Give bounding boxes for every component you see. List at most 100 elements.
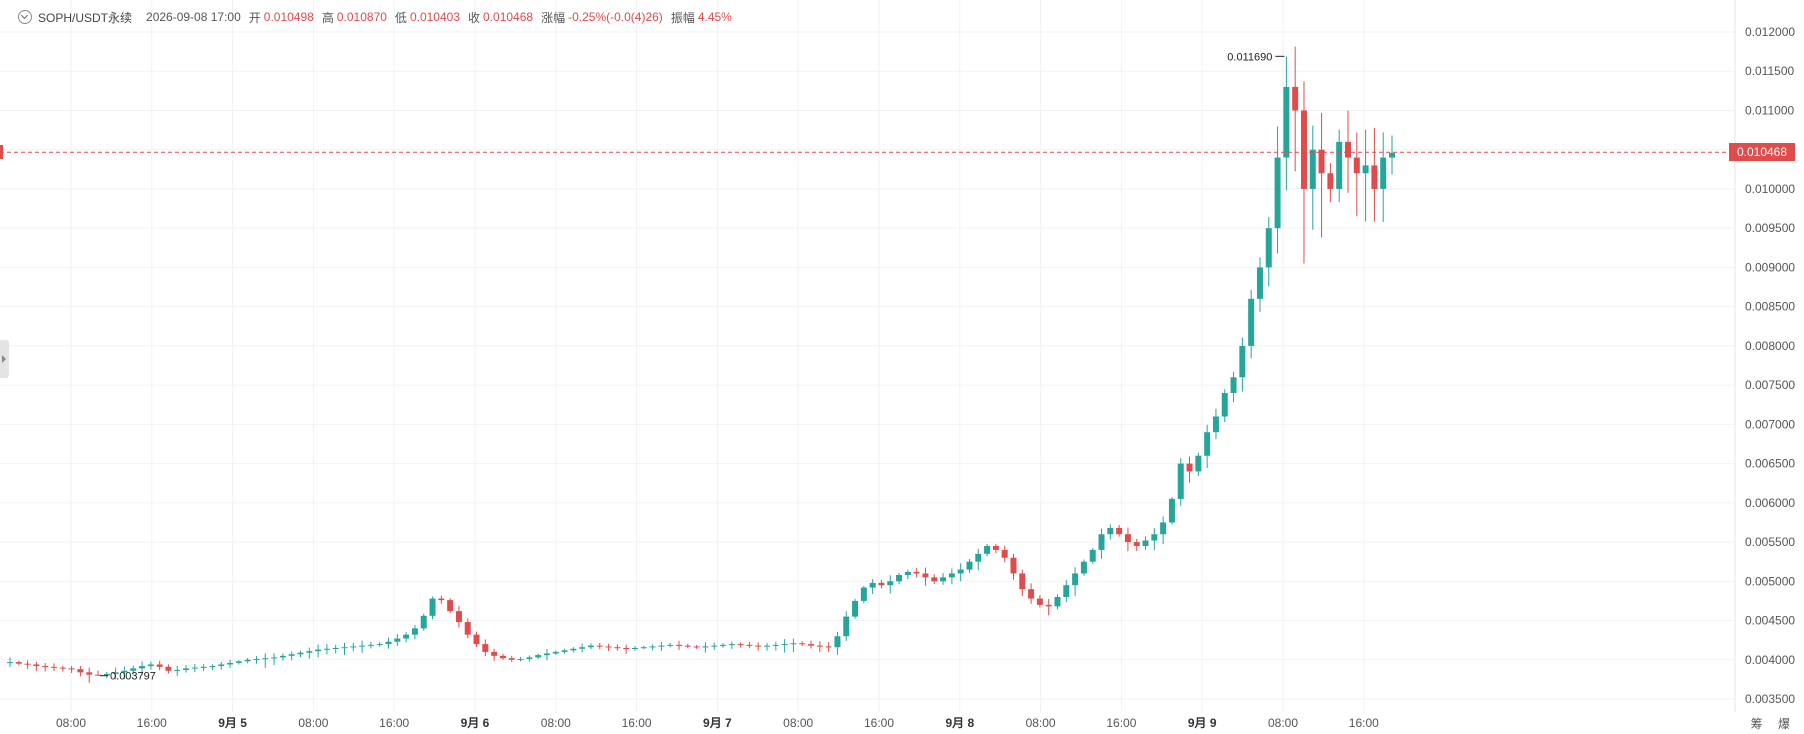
- x-tick-label: 08:00: [298, 716, 328, 730]
- candle: [1212, 408, 1219, 440]
- candle: [191, 663, 198, 672]
- candle: [1300, 81, 1307, 264]
- candle: [737, 642, 744, 648]
- candle: [411, 624, 418, 640]
- x-tick-label: 08:00: [56, 716, 86, 730]
- candle: [913, 567, 920, 578]
- candle: [491, 648, 498, 661]
- y-tick-label: 0.008500: [1745, 300, 1795, 314]
- annotations: 0.011690 0.003797: [100, 51, 1285, 683]
- candle: [121, 666, 128, 679]
- candle: [1195, 452, 1202, 477]
- candle: [570, 647, 577, 653]
- candle: [596, 642, 603, 650]
- candle: [112, 667, 119, 680]
- candle: [174, 665, 181, 676]
- candle: [447, 598, 454, 614]
- candle: [1327, 163, 1334, 203]
- y-tick-label: 0.004000: [1745, 653, 1795, 667]
- candle: [103, 672, 110, 679]
- candle: [1177, 458, 1184, 506]
- candle: [1116, 525, 1123, 537]
- candle: [1274, 126, 1281, 254]
- candle: [235, 660, 242, 665]
- candle: [209, 664, 216, 670]
- candle: [922, 567, 929, 586]
- candle: [675, 640, 682, 651]
- change-value: -0.25%(-0.0(4)26): [568, 10, 663, 24]
- amplitude-label: 振幅: [670, 10, 695, 25]
- candle: [1336, 129, 1343, 203]
- expand-sidebar-handle[interactable]: [0, 340, 9, 378]
- y-tick-label: 0.011500: [1745, 64, 1794, 78]
- x-tick-label: 08:00: [541, 716, 571, 730]
- y-tick-label: 0.009500: [1745, 221, 1795, 235]
- candle: [183, 665, 190, 673]
- candle: [1010, 553, 1017, 580]
- candle: [482, 639, 489, 657]
- candle: [1045, 598, 1052, 616]
- low-value: 0.010403: [409, 10, 460, 24]
- high-value: 0.010870: [336, 10, 387, 24]
- candle: [667, 642, 674, 648]
- candle: [341, 642, 348, 655]
- amplitude-value: 4.45%: [697, 10, 732, 24]
- y-axis[interactable]: 0.0120000.0115000.0110000.0105000.010000…: [1745, 25, 1795, 706]
- candle: [156, 660, 163, 671]
- candle: [68, 665, 75, 674]
- candle: [1230, 371, 1237, 403]
- candle: [1168, 496, 1175, 525]
- x-axis[interactable]: 08:00 16:00 9月 5 08:00 16:00 9月 6 08:00 16:00 9月…: [56, 716, 1379, 730]
- y-tick-label: 0.011000: [1745, 103, 1794, 117]
- current-price-marker: [0, 145, 3, 160]
- collapse-icon[interactable]: [18, 10, 32, 24]
- symbol-name[interactable]: SOPH/USDT永续: [38, 10, 133, 25]
- candle: [1133, 538, 1140, 552]
- candle: [86, 667, 93, 683]
- candle: [1353, 132, 1360, 217]
- x-tick-label: 16:00: [1349, 716, 1379, 730]
- candle: [843, 611, 850, 641]
- candle: [728, 641, 735, 650]
- x-tick-label: 9月 7: [703, 716, 732, 730]
- candle: [385, 637, 392, 649]
- candle-timestamp: 2026-09-08 17:00: [146, 10, 241, 24]
- x-tick-label: 16:00: [1106, 716, 1136, 730]
- candle: [948, 568, 955, 584]
- candle: [1072, 567, 1079, 597]
- candle: [473, 631, 480, 647]
- x-tick-label: 9月 6: [461, 716, 490, 730]
- candle: [244, 657, 251, 664]
- candle: [508, 655, 515, 662]
- candle: [367, 641, 374, 649]
- candle: [288, 651, 295, 661]
- candle: [1380, 132, 1387, 223]
- candle: [279, 653, 286, 661]
- min-price-annotation: 0.003797: [110, 671, 156, 683]
- candle: [781, 639, 788, 653]
- candle: [1036, 595, 1043, 608]
- candle: [957, 563, 964, 582]
- candle: [403, 632, 410, 643]
- candle: [684, 643, 691, 649]
- candle: [15, 660, 22, 666]
- candle: [218, 662, 225, 670]
- candle: [455, 606, 462, 628]
- candles: [7, 46, 1395, 683]
- open-value: 0.010498: [263, 10, 314, 24]
- candle: [1318, 112, 1325, 238]
- candle: [693, 644, 700, 649]
- candle: [579, 643, 586, 653]
- candle: [878, 580, 885, 589]
- candle: [605, 643, 612, 651]
- candle: [271, 653, 278, 666]
- candle: [1124, 527, 1131, 552]
- candle: [1248, 289, 1255, 359]
- candle: [623, 644, 630, 654]
- change-label: 涨幅: [541, 10, 566, 25]
- candle: [816, 641, 823, 652]
- candle: [1389, 135, 1395, 175]
- candle: [808, 640, 815, 649]
- axis-corner-label[interactable]: 筹 爆: [1750, 717, 1796, 731]
